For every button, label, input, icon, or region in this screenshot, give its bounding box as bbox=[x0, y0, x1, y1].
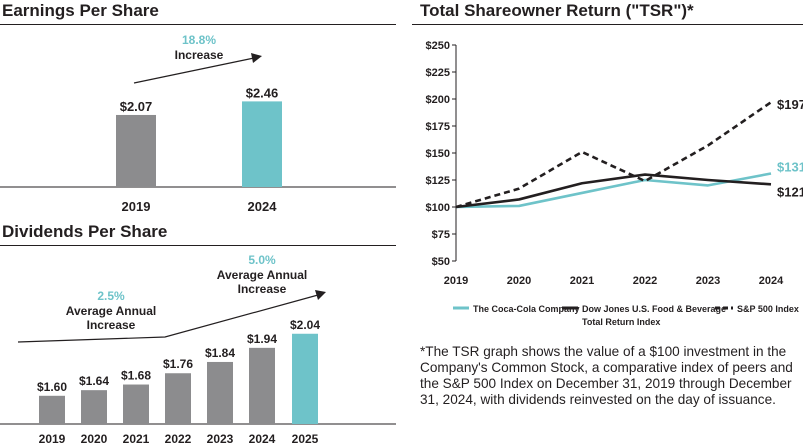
dps-value-label: $1.84 bbox=[205, 346, 235, 360]
tsr-end-label: $131 bbox=[777, 160, 803, 175]
eps-chart: $2.07 2019 $2.46 2024 18.8%Increase bbox=[0, 33, 396, 214]
eps-bar-2024 bbox=[242, 101, 282, 187]
tsr-x-tick-label: 2019 bbox=[444, 275, 468, 287]
dps-x-label: 2024 bbox=[249, 432, 276, 446]
tsr-y-tick-label: $250 bbox=[426, 40, 450, 52]
eps-title: Earnings Per Share bbox=[2, 1, 159, 20]
tsr-x-tick-label: 2020 bbox=[507, 275, 531, 287]
tsr-title-rule bbox=[412, 24, 803, 25]
tsr-y-tick-label: $50 bbox=[432, 256, 450, 268]
dps-value-label: $1.76 bbox=[163, 357, 193, 371]
dps-bar-2022 bbox=[165, 373, 191, 424]
dps-annotation-pct-2: 5.0% bbox=[248, 253, 276, 267]
dps-bar-2020 bbox=[81, 390, 107, 424]
tsr-legend-label-dow-jones-line2: Total Return Index bbox=[582, 317, 660, 327]
dps-x-label: 2021 bbox=[123, 432, 150, 446]
tsr-legend-label-coca-cola: The Coca-Cola Company bbox=[473, 304, 580, 314]
tsr-title: Total Shareowner Return ("TSR")* bbox=[420, 1, 694, 20]
eps-increase-label: Increase bbox=[175, 48, 224, 62]
eps-increase-pct: 18.8% bbox=[182, 33, 216, 47]
dps-title-rule bbox=[0, 245, 396, 246]
tsr-legend-label-sp500: S&P 500 Index bbox=[737, 304, 799, 314]
eps-growth-arrow bbox=[133, 57, 255, 84]
tsr-series-line-teal bbox=[455, 172, 772, 209]
eps-x-label: 2024 bbox=[248, 199, 278, 214]
dps-title: Dividends Per Share bbox=[2, 222, 168, 241]
eps-value-label: $2.46 bbox=[246, 85, 279, 100]
tsr-end-label: $197 bbox=[777, 97, 803, 112]
dps-annotation-line1-1: Average Annual bbox=[66, 304, 156, 318]
dps-value-label: $1.68 bbox=[121, 369, 151, 383]
dps-bar-2025 bbox=[292, 333, 318, 424]
dps-value-label: $1.64 bbox=[79, 374, 109, 388]
eps-title-rule bbox=[0, 24, 396, 25]
tsr-footnote: *The TSR graph shows the value of a $100… bbox=[420, 344, 793, 407]
eps-x-label: 2019 bbox=[122, 199, 151, 214]
dps-bar-2019 bbox=[39, 395, 65, 424]
dps-annotation-line1-2: Average Annual bbox=[217, 268, 307, 282]
tsr-y-tick-label: $150 bbox=[426, 148, 450, 160]
tsr-chart: $50 $75 $100 $125 $150 $175 $200 $225 $250 2019 20… bbox=[426, 40, 803, 327]
tsr-end-label: $121 bbox=[777, 184, 803, 199]
dps-growth-arrow bbox=[17, 294, 319, 343]
eps-arrow-head bbox=[251, 53, 262, 63]
tsr-series-line-dashed-dark bbox=[455, 101, 772, 209]
dps-value-label: $1.94 bbox=[247, 332, 277, 346]
dps-x-label: 2023 bbox=[207, 432, 234, 446]
tsr-y-tick-label: $75 bbox=[432, 229, 450, 241]
dps-bar-2021 bbox=[123, 384, 149, 424]
tsr-series-line-solid-dark bbox=[455, 173, 772, 209]
tsr-y-tick-label: $100 bbox=[426, 202, 450, 214]
dps-value-label: $1.60 bbox=[37, 380, 67, 394]
dps-x-label: 2025 bbox=[292, 432, 319, 446]
dps-bar-2023 bbox=[207, 361, 233, 424]
tsr-y-tick-label: $125 bbox=[426, 175, 450, 187]
tsr-legend-label-dow-jones-line1: Dow Jones U.S. Food & Beverage bbox=[582, 304, 726, 314]
tsr-y-tick-label: $225 bbox=[426, 67, 450, 79]
tsr-x-tick-label: 2021 bbox=[570, 275, 594, 287]
dps-x-label: 2019 bbox=[39, 432, 66, 446]
dps-annotation-line2-2: Increase bbox=[238, 282, 287, 296]
eps-value-label: $2.07 bbox=[120, 99, 153, 114]
dps-arrow-head bbox=[315, 290, 326, 300]
eps-bar-2019 bbox=[116, 114, 156, 187]
tsr-y-tick-label: $200 bbox=[426, 94, 450, 106]
dps-x-label: 2022 bbox=[165, 432, 192, 446]
tsr-x-tick-label: 2024 bbox=[759, 275, 784, 287]
tsr-x-tick-label: 2022 bbox=[633, 275, 657, 287]
dps-annotation-pct-1: 2.5% bbox=[97, 289, 125, 303]
dps-x-label: 2020 bbox=[81, 432, 108, 446]
dps-chart: $1.60 2019 $1.64 2020 $1.68 2021 $1.76 2022 $1.8… bbox=[0, 253, 396, 446]
tsr-y-tick-label: $175 bbox=[426, 121, 450, 133]
dps-value-label: $2.04 bbox=[290, 318, 320, 332]
dps-bar-2024 bbox=[249, 347, 275, 424]
tsr-x-tick-label: 2023 bbox=[696, 275, 720, 287]
dps-annotation-line2-1: Increase bbox=[87, 318, 136, 332]
